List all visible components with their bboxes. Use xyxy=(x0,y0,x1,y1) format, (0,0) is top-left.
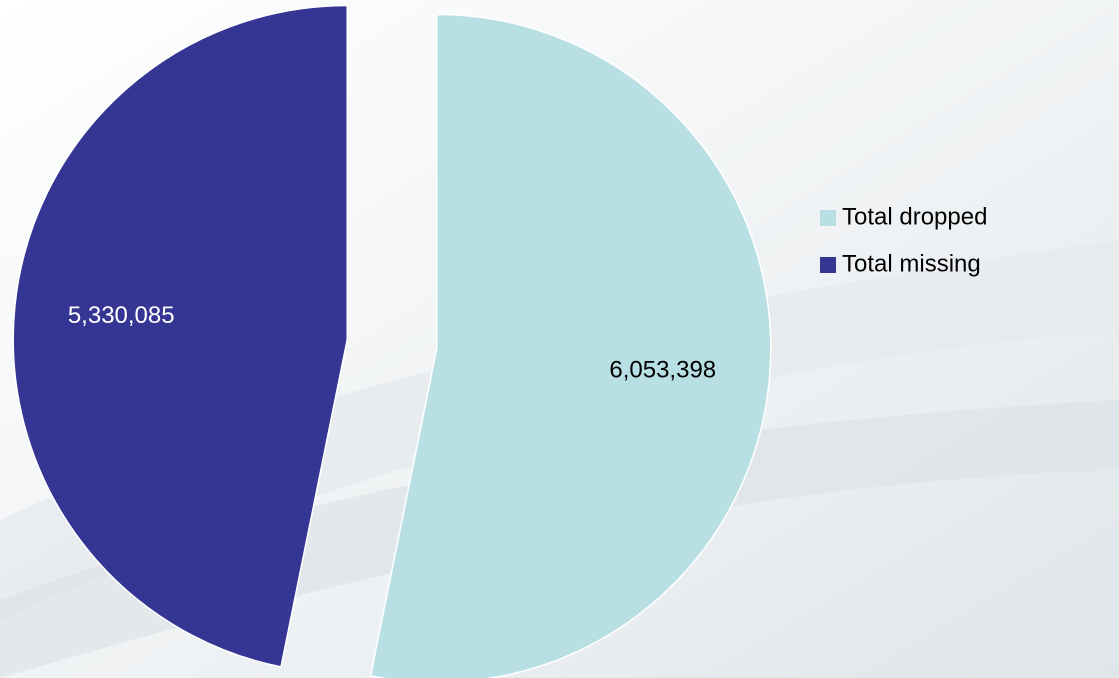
data-label: 6,053,398 xyxy=(609,356,716,383)
background-swoosh xyxy=(0,400,1119,678)
legend-label: Total missing xyxy=(842,250,981,277)
pie-slice xyxy=(369,13,772,678)
legend: Total dropped Total missing xyxy=(820,203,987,277)
background-swoosh xyxy=(0,240,1119,620)
pie-slice xyxy=(12,4,348,668)
legend-swatch xyxy=(820,210,836,226)
pie: 6,053,398 5,330,085 xyxy=(12,4,772,678)
legend-swatch xyxy=(820,257,836,273)
legend-label: Total dropped xyxy=(842,203,987,230)
data-label: 5,330,085 xyxy=(68,302,175,329)
